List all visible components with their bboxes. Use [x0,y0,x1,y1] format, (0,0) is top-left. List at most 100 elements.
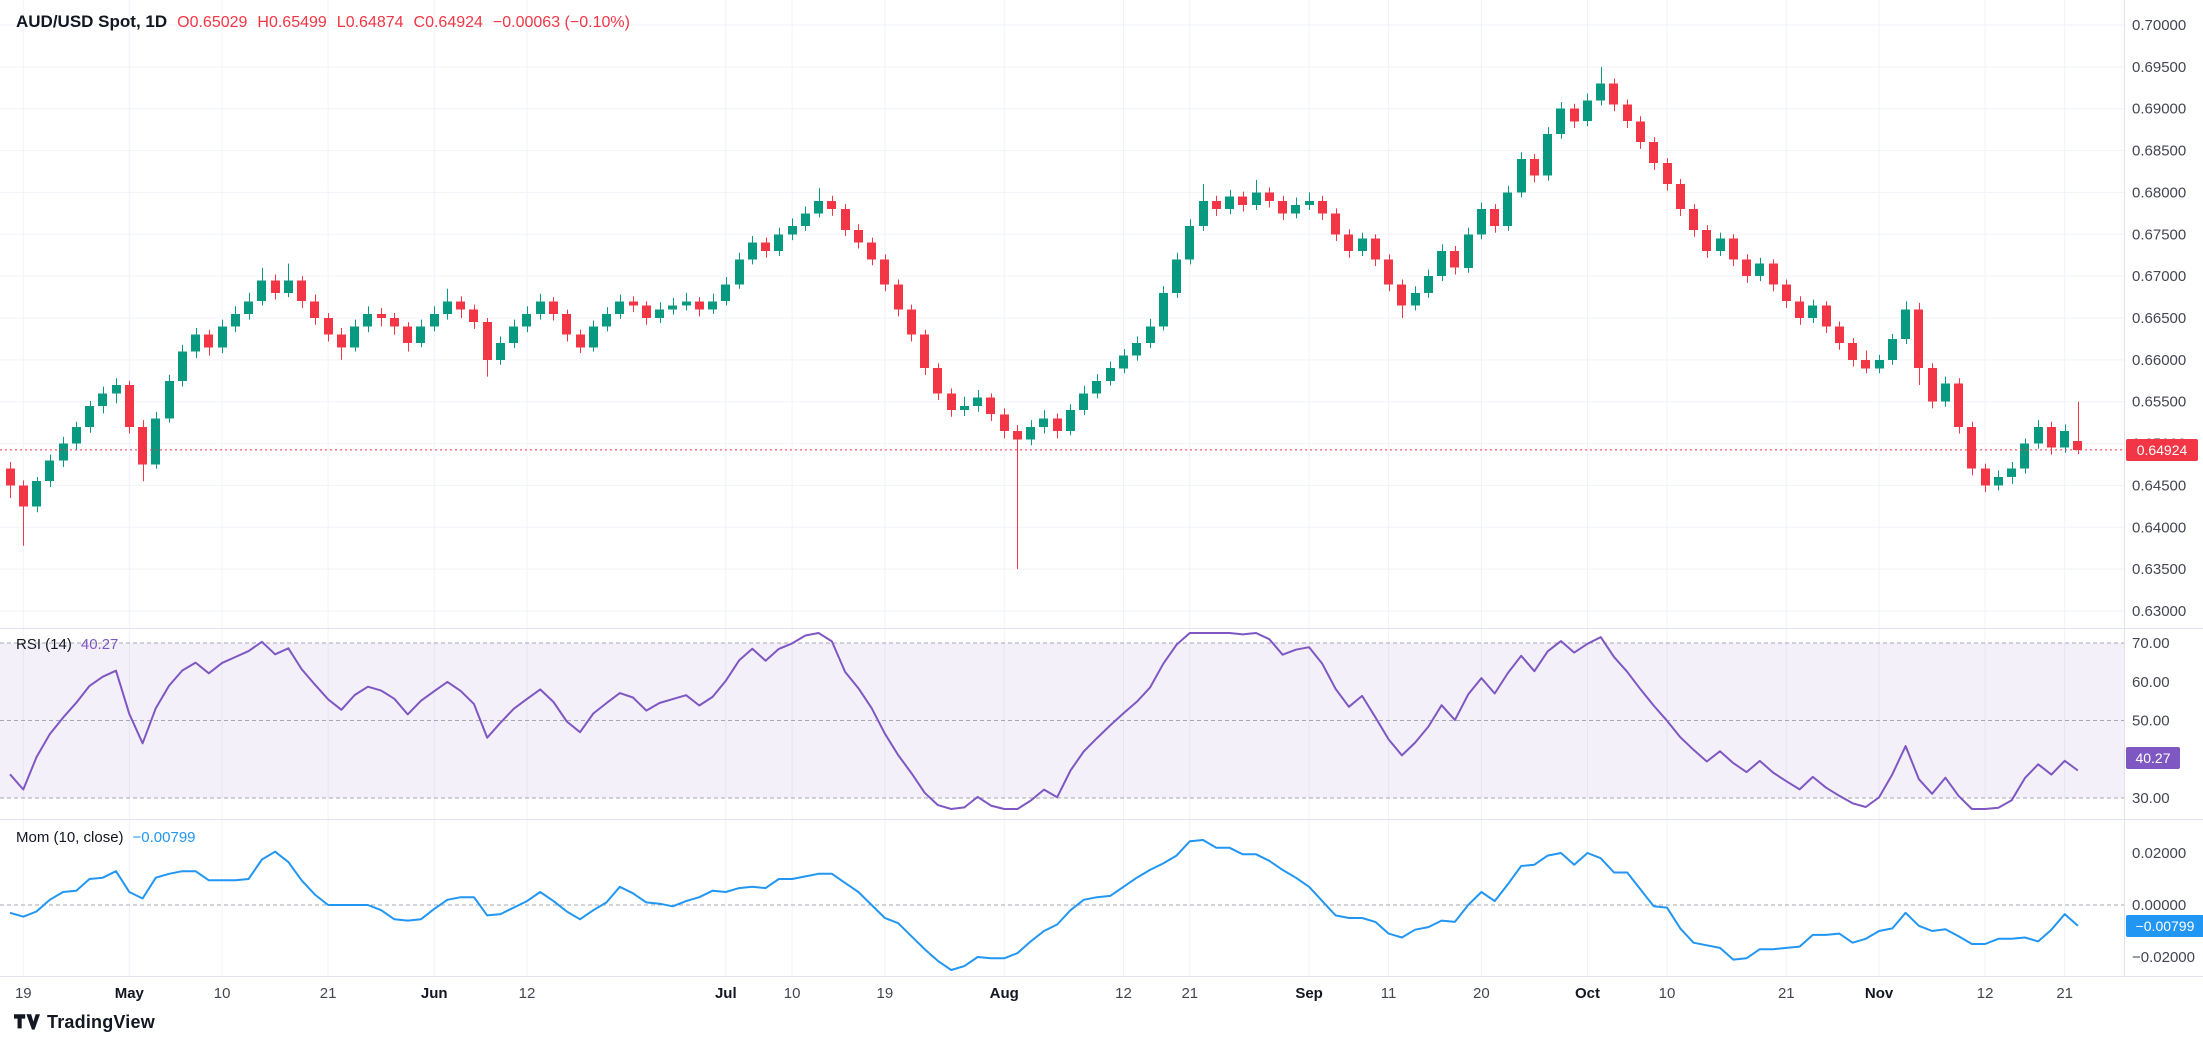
candle-body[interactable] [72,426,81,444]
candle-body[interactable] [695,301,704,310]
candle-body[interactable] [350,326,359,348]
candle-body[interactable] [1570,108,1579,122]
candle-body[interactable] [1861,359,1870,369]
candle-body[interactable] [880,259,889,285]
candle-body[interactable] [32,481,41,507]
candle-body[interactable] [1556,108,1565,134]
candle-body[interactable] [1875,359,1884,369]
footer-branding[interactable]: TradingView [14,1012,155,1033]
candle-body[interactable] [45,460,54,482]
candle-body[interactable] [178,351,187,381]
candle-body[interactable] [1384,259,1393,285]
rsi-line[interactable] [9,632,2079,810]
candle-body[interactable] [1424,276,1433,293]
candle-body[interactable] [1238,196,1247,205]
candle-body[interactable] [1106,368,1115,381]
candle-body[interactable] [801,213,810,226]
candle-body[interactable] [1609,83,1618,105]
candle-body[interactable] [629,301,638,306]
candle-body[interactable] [960,405,969,411]
candle-body[interactable] [576,334,585,348]
candle-body[interactable] [1795,301,1804,318]
candle-body[interactable] [986,397,995,415]
candle-body[interactable] [522,313,531,327]
candle-body[interactable] [788,225,797,235]
candle-body[interactable] [1941,383,1950,402]
candle-body[interactable] [1835,326,1844,344]
candle-body[interactable] [1808,305,1817,318]
candle-body[interactable] [1119,355,1128,369]
candle-body[interactable] [642,305,651,318]
candle-body[interactable] [1464,234,1473,268]
candle-body[interactable] [1278,200,1287,214]
candle-body[interactable] [1530,158,1539,176]
candle-body[interactable] [430,313,439,327]
candle-body[interactable] [337,334,346,348]
candle-body[interactable] [1053,418,1062,432]
candle-body[interactable] [1252,192,1261,205]
candle-body[interactable] [894,284,903,310]
candle-body[interactable] [1954,383,1963,427]
candle-body[interactable] [1583,100,1592,122]
candle-body[interactable] [1742,259,1751,277]
candle-body[interactable] [363,313,372,327]
candle-body[interactable] [721,284,730,302]
candle-body[interactable] [933,368,942,394]
candle-body[interactable] [1848,343,1857,360]
candle-body[interactable] [218,326,227,348]
candle-body[interactable] [204,334,213,348]
candle-body[interactable] [1755,263,1764,277]
candle-body[interactable] [1967,426,1976,469]
candle-body[interactable] [1450,251,1459,268]
candle-body[interactable] [1344,234,1353,251]
candle-body[interactable] [920,334,929,369]
candle-body[interactable] [1013,431,1022,440]
candle-body[interactable] [1397,284,1406,306]
candle-body[interactable] [536,301,545,314]
candle-body[interactable] [390,318,399,327]
candle-body[interactable] [1185,225,1194,260]
candle-body[interactable] [98,393,107,406]
candle-body[interactable] [231,313,240,327]
candle-body[interactable] [655,309,664,318]
candle-body[interactable] [1159,292,1168,327]
candle-body[interactable] [1331,213,1340,235]
candle-body[interactable] [1782,284,1791,302]
candle-body[interactable] [324,318,333,335]
candle-body[interactable] [1729,238,1738,260]
candle-body[interactable] [867,242,876,260]
candle-body[interactable] [284,280,293,293]
candle-body[interactable] [973,397,982,406]
candle-body[interactable] [1888,338,1897,360]
candle-body[interactable] [483,322,492,360]
candle-body[interactable] [1000,414,1009,431]
candle-body[interactable] [1265,192,1274,201]
candle-body[interactable] [2073,441,2082,450]
candle-body[interactable] [59,443,68,461]
candle-body[interactable] [1411,292,1420,306]
candle-body[interactable] [310,301,319,318]
candle-body[interactable] [682,301,691,306]
candle-body[interactable] [1066,410,1075,431]
candle-body[interactable] [2007,468,2016,478]
candle-body[interactable] [191,334,200,352]
candle-body[interactable] [416,326,425,344]
candle-body[interactable] [1663,163,1672,184]
candle-body[interactable] [1079,393,1088,410]
candle-body[interactable] [1994,477,2003,486]
candle-body[interactable] [1503,192,1512,226]
candle-body[interactable] [1291,205,1300,214]
candle-body[interactable] [1914,309,1923,369]
candle-body[interactable] [1026,426,1035,440]
candle-body[interactable] [1702,230,1711,251]
candle-body[interactable] [469,309,478,323]
candle-body[interactable] [403,326,412,344]
candle-body[interactable] [549,301,558,314]
candle-body[interactable] [615,301,624,314]
candle-body[interactable] [2020,443,2029,469]
candle-body[interactable] [1901,309,1910,339]
candle-body[interactable] [827,200,836,210]
candle-body[interactable] [562,313,571,335]
candle-body[interactable] [1490,209,1499,226]
candle-body[interactable] [271,280,280,293]
